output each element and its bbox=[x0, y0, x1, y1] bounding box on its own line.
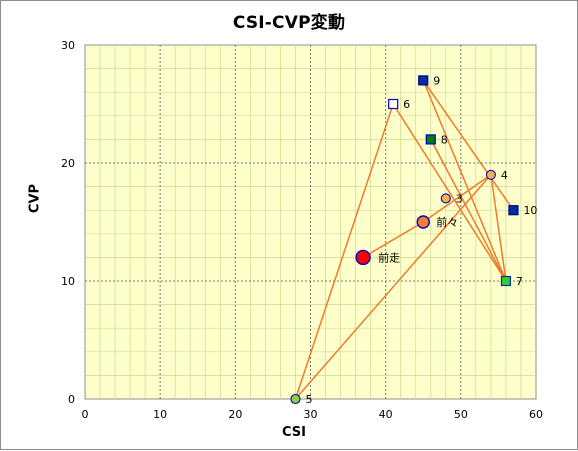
connector-line-secondary bbox=[294, 103, 507, 400]
point-label-7: 7 bbox=[516, 275, 523, 288]
y-tick-label: 30 bbox=[61, 39, 75, 52]
scatter-point-6 bbox=[388, 98, 399, 110]
scatter-point-3 bbox=[440, 193, 451, 204]
y-tick-label: 20 bbox=[61, 157, 75, 170]
point-label-5: 5 bbox=[305, 393, 312, 406]
point-label-6: 6 bbox=[403, 98, 410, 111]
x-tick-label: 50 bbox=[454, 408, 468, 421]
point-label-前走: 前走 bbox=[378, 250, 400, 264]
scatter-point-9 bbox=[418, 75, 429, 86]
point-label-3: 3 bbox=[456, 192, 463, 205]
y-tick-label: 10 bbox=[61, 275, 75, 288]
point-label-10: 10 bbox=[523, 204, 537, 217]
point-label-9: 9 bbox=[433, 74, 440, 87]
connector-line-extra bbox=[430, 138, 507, 282]
scatter-point-10 bbox=[508, 205, 519, 216]
point-label-8: 8 bbox=[441, 133, 448, 146]
point-label-前々: 前々 bbox=[436, 215, 458, 229]
point-label-4: 4 bbox=[501, 169, 508, 182]
x-axis-title: CSI bbox=[282, 425, 306, 440]
x-tick-label: 60 bbox=[529, 408, 543, 421]
x-tick-label: 20 bbox=[228, 408, 242, 421]
x-tick-label: 40 bbox=[379, 408, 393, 421]
scatter-point-7 bbox=[500, 275, 512, 287]
x-tick-label: 0 bbox=[82, 408, 89, 421]
chart-title: CSI-CVP変動 bbox=[232, 13, 346, 33]
scatter-point-前走 bbox=[355, 249, 371, 266]
scatter-point-4 bbox=[485, 169, 496, 180]
scatter-point-前々 bbox=[416, 215, 430, 229]
scatter-point-8 bbox=[425, 134, 436, 145]
scatter-point-5 bbox=[290, 393, 301, 405]
connector-line-main bbox=[362, 79, 515, 282]
x-tick-label: 10 bbox=[153, 408, 167, 421]
x-tick-label: 30 bbox=[304, 408, 318, 421]
y-tick-label: 0 bbox=[68, 393, 75, 406]
